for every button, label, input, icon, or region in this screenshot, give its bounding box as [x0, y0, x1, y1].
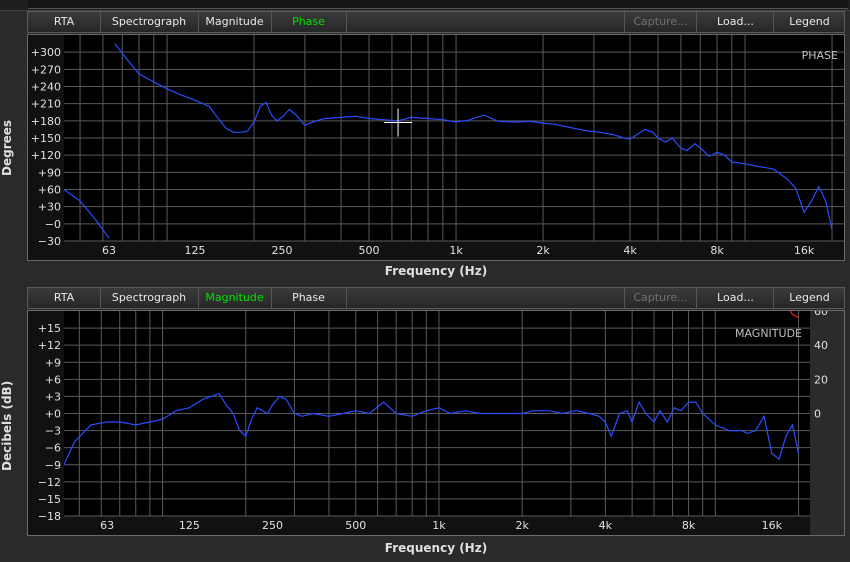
y-tick-label: −30	[38, 235, 61, 248]
x-tick-label: 2k	[515, 519, 529, 532]
x-tick-label: 63	[102, 244, 116, 257]
tab-spectrograph[interactable]: Spectrograph	[100, 12, 199, 32]
phase-chart[interactable]: −30 −0 +30 +60 +90 +120 +150 +180 +210 +240 +270 +3…	[28, 35, 844, 260]
right-axis-strip	[810, 311, 844, 535]
x-tick-label: 8k	[682, 519, 696, 532]
phase-y-axis-title: Degrees	[0, 119, 14, 177]
x-tick-label: 125	[179, 519, 200, 532]
y2-tick-label: 0	[814, 408, 821, 421]
load-button[interactable]: Load...	[696, 288, 774, 308]
y-tick-label: +180	[31, 115, 61, 128]
y-tick-label: +90	[38, 166, 61, 179]
tab-rta[interactable]: RTA	[28, 288, 101, 308]
phase-tabbar: RTA Spectrograph Magnitude Phase Capture…	[27, 11, 845, 33]
magnitude-y-axis-title: Decibels (dB)	[0, 380, 14, 472]
y-tick-label: +120	[31, 149, 61, 162]
y-tick-label: −15	[38, 493, 61, 506]
phase-trace-label: PHASE	[802, 49, 838, 62]
x-tick-label: 250	[262, 519, 283, 532]
y-tick-label: −9	[45, 459, 61, 472]
x-tick-label: 500	[345, 519, 366, 532]
magnitude-tabbar: RTA Spectrograph Magnitude Phase Capture…	[27, 287, 845, 309]
x-tick-label: 4k	[623, 244, 637, 257]
x-tick-label: 16k	[794, 244, 815, 257]
magnitude-chart[interactable]: −18 −15 −12 −9 −6 −3 +0 +3 +6 +9 +12 +15 63 125 250 500…	[28, 271, 844, 535]
y-tick-label: +15	[38, 322, 61, 335]
y2-tick-label: 60	[814, 311, 828, 318]
y2-tick-label: 40	[814, 339, 828, 352]
tab-phase[interactable]: Phase	[271, 288, 347, 308]
y-tick-label: −18	[38, 510, 61, 523]
top-strip	[0, 0, 850, 11]
phase-panel: RTA Spectrograph Magnitude Phase Capture…	[0, 10, 850, 283]
y-tick-label: +60	[38, 184, 61, 197]
x-tick-label: 4k	[599, 519, 613, 532]
x-tick-label: 125	[185, 244, 206, 257]
y-tick-label: −6	[45, 442, 61, 455]
magnitude-plot-frame[interactable]: −18 −15 −12 −9 −6 −3 +0 +3 +6 +9 +12 +15 63 125 250 500…	[27, 271, 845, 536]
x-tick-label: 63	[100, 519, 114, 532]
load-button[interactable]: Load...	[696, 12, 774, 32]
phase-x-axis-title: Frequency (Hz)	[384, 264, 488, 278]
y-tick-label: −3	[45, 425, 61, 438]
y-tick-label: +12	[38, 339, 61, 352]
x-tick-label: 1k	[432, 519, 446, 532]
capture-button[interactable]: Capture...	[624, 288, 696, 308]
grid	[64, 311, 810, 517]
y-tick-label: +6	[45, 373, 61, 386]
y2-tick-label: 20	[814, 373, 828, 386]
y-tick-label: +9	[45, 356, 61, 369]
y-tick-label: +210	[31, 98, 61, 111]
tab-phase[interactable]: Phase	[271, 12, 347, 32]
legend-button[interactable]: Legend	[773, 12, 845, 32]
y-tick-label: +30	[38, 201, 61, 214]
x-tick-label: 2k	[536, 244, 550, 257]
tab-magnitude[interactable]: Magnitude	[198, 12, 272, 32]
magnitude-trace	[64, 392, 800, 466]
y-tick-label: +270	[31, 63, 61, 76]
y-tick-label: +0	[45, 408, 61, 421]
crosshair-cursor[interactable]	[384, 108, 413, 137]
y-tick-label: −12	[38, 476, 61, 489]
top-strip-inner	[28, 0, 848, 9]
y-tick-label: +240	[31, 81, 61, 94]
x-tick-label: 250	[272, 244, 293, 257]
y-tick-label: −0	[45, 218, 61, 231]
x-tick-label: 16k	[762, 519, 783, 532]
phase-trace	[64, 43, 833, 239]
magnitude-panel: RTA Spectrograph Magnitude Phase Capture…	[0, 271, 850, 562]
phase-plot-frame[interactable]: −30 −0 +30 +60 +90 +120 +150 +180 +210 +240 +270 +3…	[27, 34, 845, 261]
x-tick-label: 8k	[710, 244, 724, 257]
tab-magnitude[interactable]: Magnitude	[198, 288, 272, 308]
magnitude-trace-label: MAGNITUDE	[735, 327, 802, 340]
y-tick-label: +3	[45, 390, 61, 403]
x-tick-label: 500	[359, 244, 380, 257]
y-tick-label: +300	[31, 46, 61, 59]
legend-button[interactable]: Legend	[773, 288, 845, 308]
x-tick-label: 1k	[449, 244, 463, 257]
tab-spectrograph[interactable]: Spectrograph	[100, 288, 199, 308]
magnitude-x-axis-title: Frequency (Hz)	[384, 541, 488, 555]
tab-rta[interactable]: RTA	[28, 12, 101, 32]
capture-button[interactable]: Capture...	[624, 12, 696, 32]
y-tick-label: +150	[31, 132, 61, 145]
